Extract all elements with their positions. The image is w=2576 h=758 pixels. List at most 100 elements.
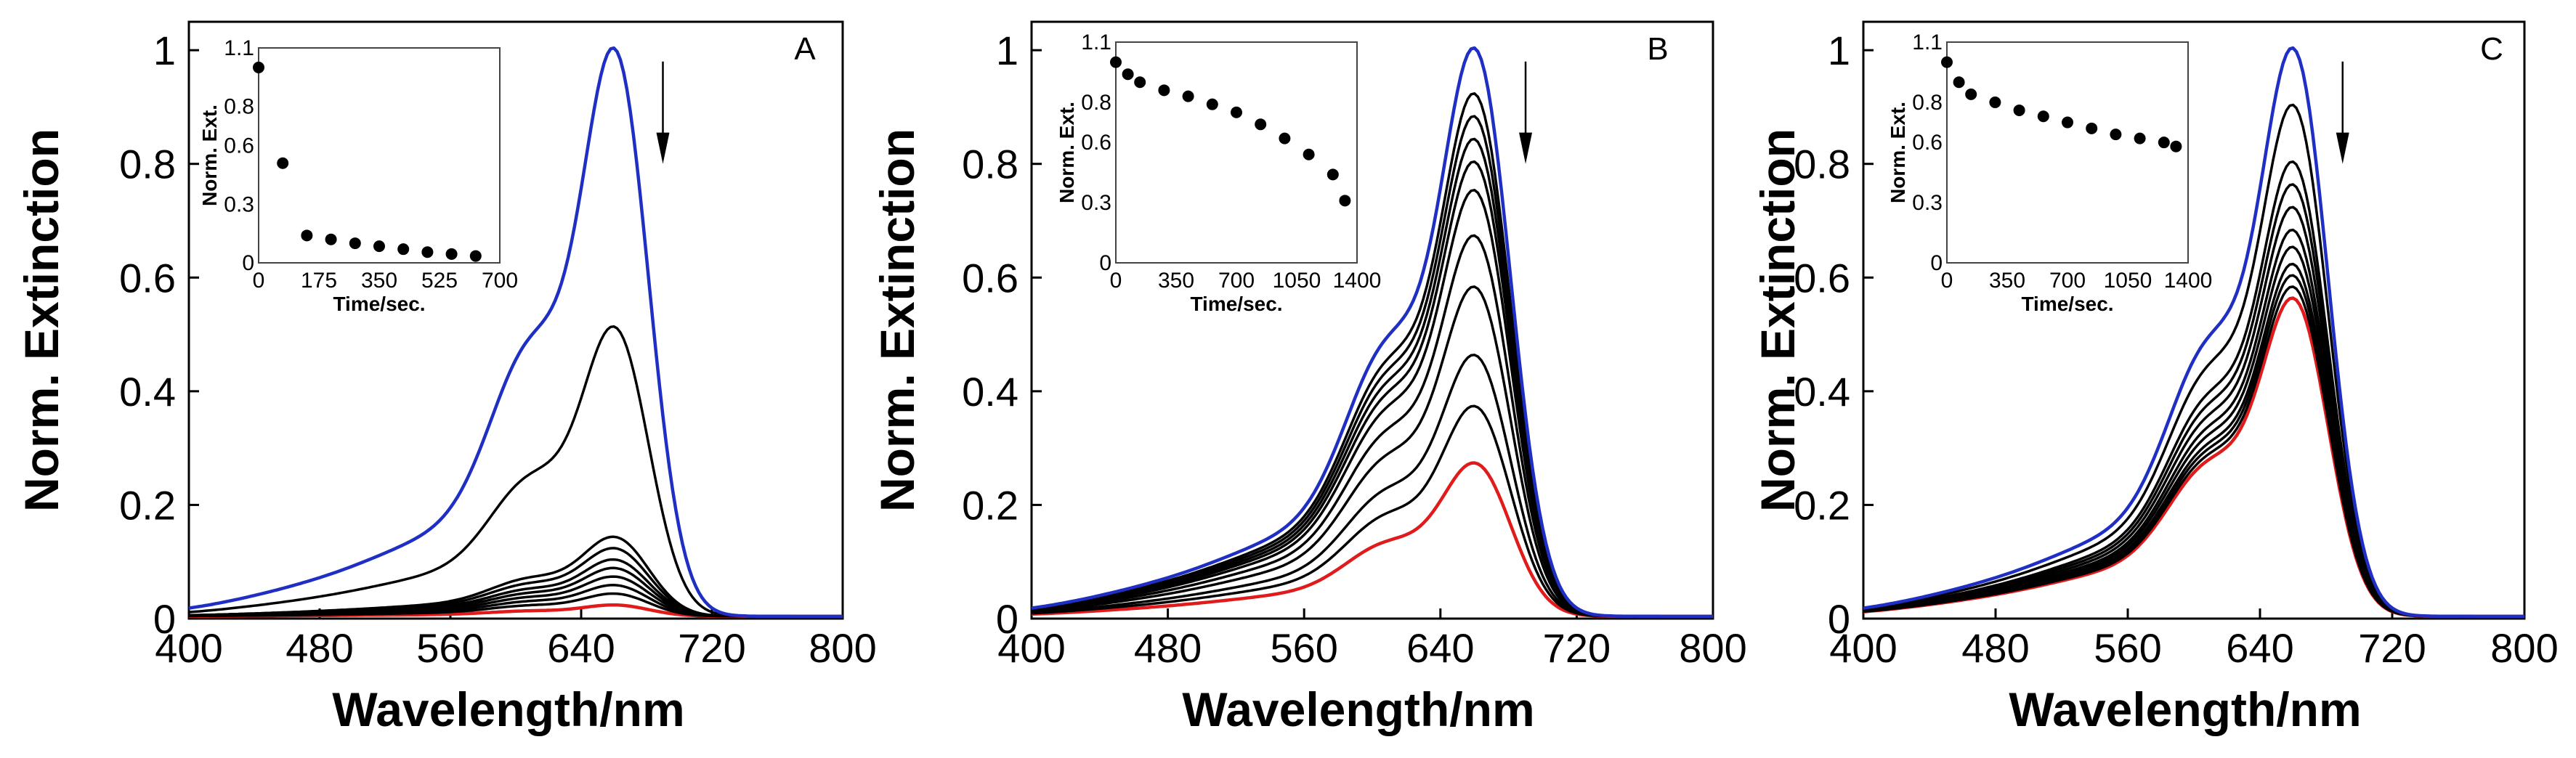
panel-c-series-8 (1863, 274, 2524, 618)
panel-a-inset-xtick-label: 0 (253, 269, 265, 293)
panel-a-inset-xtick-label: 350 (361, 269, 397, 293)
panel-b-inset-xtick-label: 1400 (1333, 269, 1382, 293)
panel-c-ytick-label: 0.6 (1794, 255, 1850, 301)
panel-c-ytick-label: 0 (1828, 596, 1850, 642)
panel-b-ytick-label: 0.8 (962, 142, 1018, 187)
panel-c-inset-point (1965, 88, 1977, 100)
panel-c-inset-point (1941, 56, 1953, 68)
panel-b-xtick-label: 640 (1406, 625, 1474, 671)
panel-c-series-9 (1863, 285, 2524, 618)
panel-c-inset-point (2158, 136, 2170, 149)
panel-a-xtick-label: 800 (809, 625, 876, 671)
panel-b-inset-ytick-label: 1.1 (1081, 30, 1111, 54)
panel-b-series-7 (1031, 285, 1713, 618)
panel-c-inset-ytick-label: 1.1 (1912, 30, 1943, 54)
panel-b-inset-frame (1115, 41, 1358, 264)
panel-c-inset-y-title: Norm. Ext. (1887, 102, 1909, 203)
panel-a-xtick-label: 720 (678, 625, 745, 671)
panel-b-series-9 (1031, 404, 1713, 618)
panel-a-inset-ytick-label: 0.3 (224, 192, 254, 216)
panel-b-series-initial (1031, 46, 1713, 619)
panel-b-inset-point (1327, 168, 1339, 181)
panel-b-arrow-head (1519, 132, 1533, 164)
panel-c-inset-point (1989, 96, 2001, 108)
panel-a-inset-point (325, 233, 337, 245)
panel-b-series-8 (1031, 354, 1713, 618)
panel-c-inset-point (2086, 122, 2098, 134)
panel-a-inset-point (301, 229, 313, 242)
panel-b-inset-point (1158, 84, 1170, 97)
panel-b-inset-x-title: Time/sec. (1190, 293, 1282, 315)
panel-c-ytick-label: 1 (1828, 28, 1850, 73)
panel-b-inset-ytick-label: 0 (1099, 251, 1111, 275)
panel-a-label: A (794, 31, 816, 67)
panel-c-y-axis-title: Norm. Extinction (1751, 129, 1805, 512)
panel-c-inset-point (2110, 129, 2122, 141)
panel-b-ytick-label: 0 (996, 596, 1018, 642)
panel-b-plot-frame (1030, 20, 1714, 620)
panel-c-inset-xtick-label: 1050 (2104, 269, 2152, 293)
panel-b-inset-xtick-label: 350 (1158, 269, 1194, 293)
panel-a-xtick-label: 640 (547, 625, 615, 671)
panel-b-inset-xtick-label: 0 (1110, 269, 1122, 293)
panel-c-inset-point (2170, 140, 2182, 152)
panel-a-x-axis-title: Wavelength/nm (332, 682, 684, 736)
panel-c-inset-xtick-label: 350 (1989, 269, 2025, 293)
panel-a-ytick-label: 0.4 (119, 369, 176, 415)
panel-a-plot-frame (187, 20, 844, 620)
panel-c-inset-xtick-label: 700 (2049, 269, 2086, 293)
panel-a-inset-point (445, 248, 458, 260)
panel-c-inset-ytick-label: 0 (1930, 251, 1943, 275)
panel-b-inset-point (1231, 106, 1242, 118)
panel-b-xtick-label: 800 (1679, 625, 1746, 671)
panel-a-ytick-label: 0.2 (119, 482, 176, 528)
panel-a-inset-point (373, 240, 385, 253)
panel-c-inset-ytick-label: 0.6 (1912, 131, 1943, 155)
panel-c-xtick-label: 560 (2094, 625, 2161, 671)
panel-b-inset-xtick-label: 700 (1218, 269, 1255, 293)
panel-c-inset-ytick-label: 0.3 (1912, 191, 1943, 215)
panel-c-inset-xtick-label: 0 (1941, 269, 1953, 293)
panel-a-inset-xtick-label: 175 (301, 269, 337, 293)
panel-b-inset-ytick-label: 0.3 (1081, 191, 1111, 215)
panel-c-ytick-label: 0.2 (1794, 482, 1850, 528)
panel-a-xtick-label: 480 (285, 625, 353, 671)
panel-a-ytick-label: 0 (153, 596, 176, 642)
panel-b-inset-ytick-label: 0.6 (1081, 131, 1111, 155)
panel-a-series-initial (188, 46, 843, 619)
panel-c-label: C (2480, 31, 2503, 67)
panel-a-xtick-label: 400 (155, 625, 222, 671)
panel-b-ytick-label: 0.2 (962, 482, 1018, 528)
panel-b-inset-point (1255, 118, 1267, 131)
panel-a-arrow-head (656, 132, 670, 164)
panel-c-arrow-head (2336, 132, 2349, 164)
panel-b-xtick-label: 720 (1543, 625, 1611, 671)
panel-c-series-initial (1863, 46, 2524, 619)
panel-b-inset-point (1122, 68, 1134, 81)
panel-a-inset-xtick-label: 700 (482, 269, 518, 293)
panel-a-inset-point (397, 243, 410, 256)
panel-b-x-axis-title: Wavelength/nm (1182, 682, 1534, 736)
panel-c-inset-point (1953, 76, 1965, 89)
panel-c-inset-point (2134, 132, 2146, 144)
panel-c-inset-frame (1946, 41, 2189, 264)
panel-a-inset-ytick-label: 1.1 (224, 36, 254, 60)
panel-c-xtick-label: 480 (1961, 625, 2029, 671)
panel-a-inset-point (277, 157, 289, 169)
panel-a-xtick-label: 560 (416, 625, 484, 671)
panel-c-xtick-label: 720 (2358, 625, 2426, 671)
panel-c-inset-point (2013, 104, 2025, 116)
panel-c-xtick-label: 800 (2490, 625, 2558, 671)
panel-c-ytick-label: 0.4 (1794, 369, 1850, 415)
panel-b-ytick-label: 0.4 (962, 369, 1018, 415)
panel-a-y-axis-title: Norm. Extinction (15, 129, 68, 512)
panel-c-plot-frame (1862, 20, 2526, 620)
panel-b-ytick-label: 0.6 (962, 255, 1018, 301)
panel-a-inset-ytick-label: 0.6 (224, 134, 254, 158)
panel-b-inset: 0 0.3 0.6 0.8 1.1 0 350 700 1050 1400 Time/sec. Nor… (1056, 30, 1381, 315)
panel-a-inset-point (469, 250, 482, 262)
panel-c-ytick-label: 0.8 (1794, 142, 1850, 187)
panel-a-ytick-label: 0.6 (119, 255, 176, 301)
